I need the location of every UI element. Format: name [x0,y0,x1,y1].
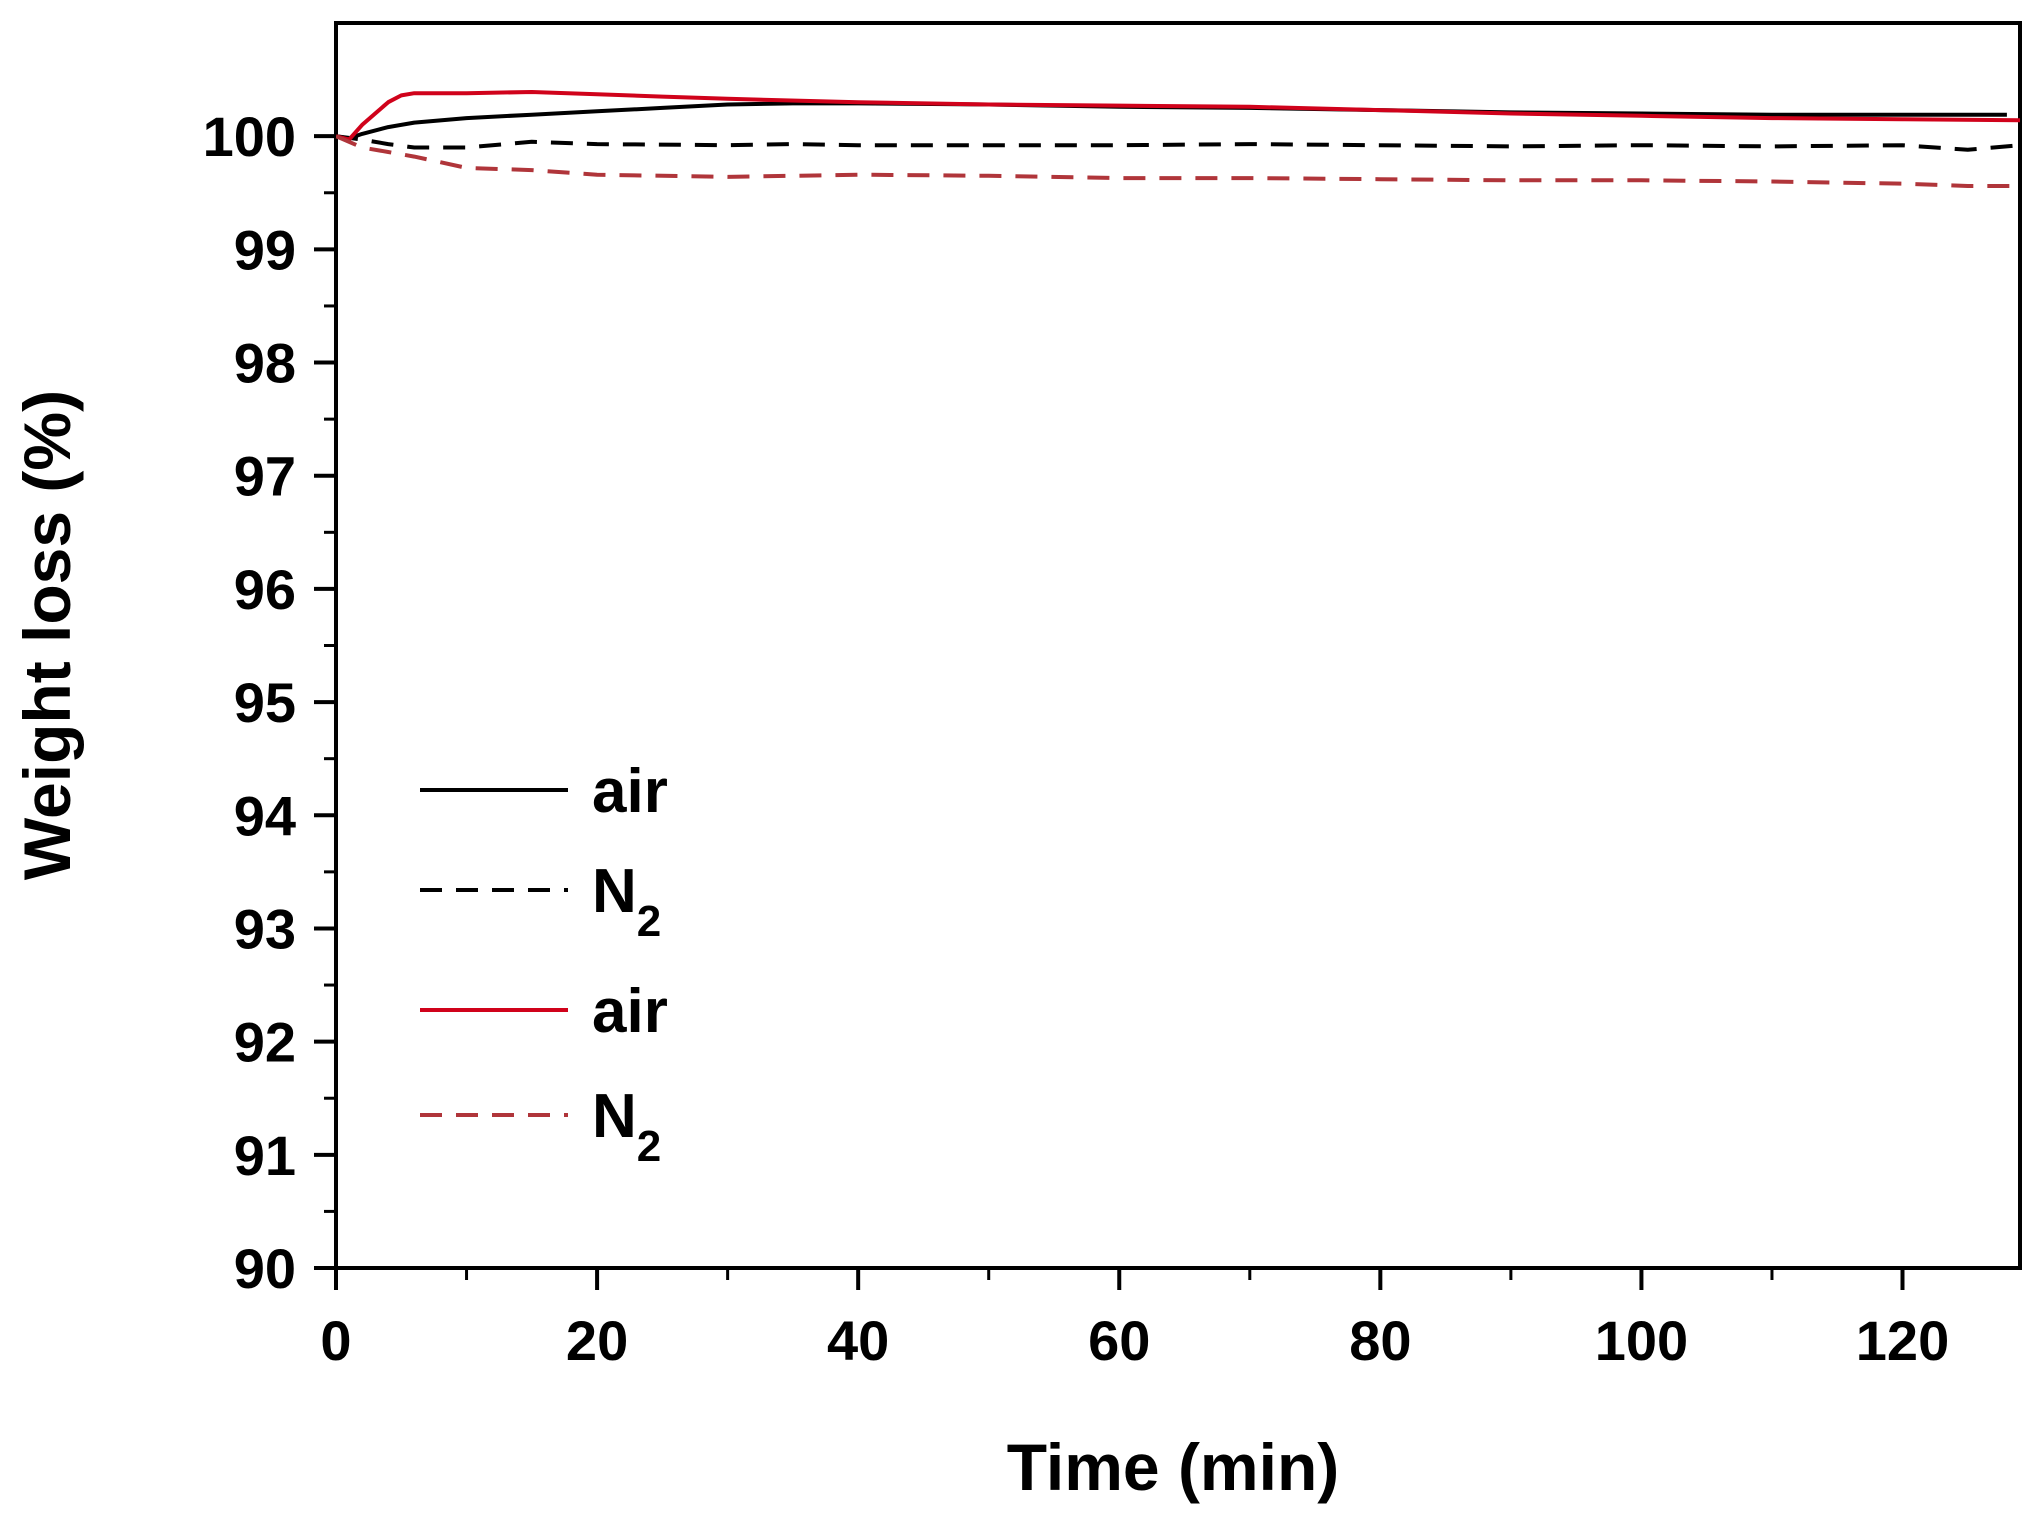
axes-layer: 90 91 92 93 94 95 96 97 98 99 100 0 20 40 60 80 100 120 [203,105,1950,1372]
y-tick-label: 94 [234,784,296,847]
plot-area [334,21,2022,1270]
y-tick-label: 91 [234,1124,296,1187]
legend-label-4: N2 [592,1082,661,1171]
y-tick-label: 93 [234,897,296,960]
x-tick-label: 40 [827,1309,889,1372]
x-tick-label: 120 [1856,1309,1949,1372]
legend-label-2: N2 [592,857,661,946]
series-line-1 [335,101,2007,141]
legend-label-1: air [592,757,668,826]
legend-label-3: air [592,977,668,1046]
series-line-3 [335,90,2021,142]
series-line-4 [335,134,2020,188]
y-tick-label: 90 [234,1237,296,1300]
x-tick-label: 0 [320,1309,351,1372]
x-tick-label: 60 [1088,1309,1150,1372]
x-axis-title: Time (min) [1007,1430,1339,1504]
y-tick-label: 96 [234,558,296,621]
series-layer [335,90,2021,188]
y-tick-label: 99 [234,218,296,281]
x-tick-label: 100 [1595,1309,1688,1372]
x-tick-label: 20 [566,1309,628,1372]
x-tick-label: 80 [1349,1309,1411,1372]
series-line-2 [335,134,2021,152]
y-tick-label: 97 [234,445,296,508]
legend: air N2 air N2 [420,757,668,1171]
y-axis-title: Weight loss (%) [10,390,84,880]
y-tick-label: 98 [234,332,296,395]
y-tick-label: 95 [234,671,296,734]
y-tick-label: 100 [203,105,296,168]
y-tick-label: 92 [234,1011,296,1074]
plot-frame [334,21,2022,1270]
